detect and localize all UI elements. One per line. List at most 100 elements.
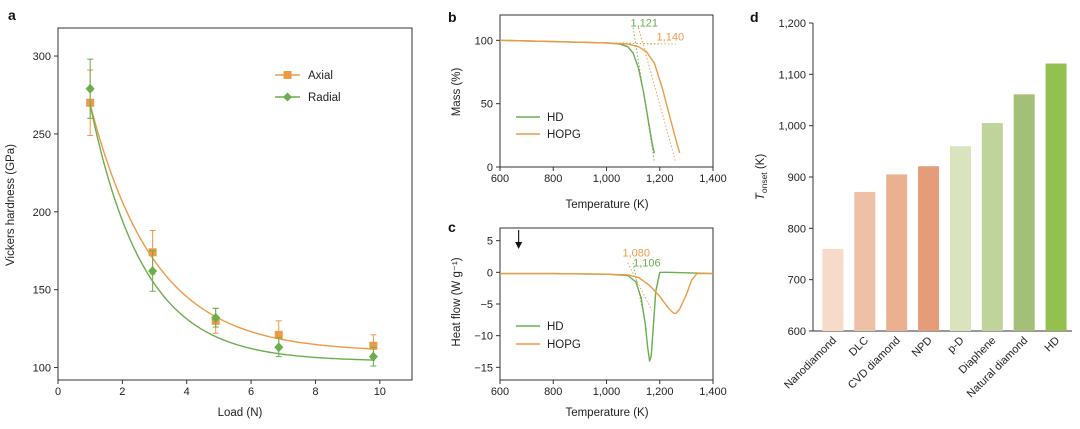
panel-c-xtick-label: 800: [544, 386, 562, 398]
panel-d-ylabel-sub: onset: [759, 172, 769, 193]
panel-b-xtick-label: 1,400: [699, 173, 727, 185]
panel-d-ytick-label: 600: [788, 326, 806, 338]
panel-c-ytick-label: 0: [487, 267, 493, 279]
panel-a-fit-radial: [89, 104, 375, 361]
legend-hopg-label: HOPG: [547, 339, 581, 351]
panel-c-xtick-label: 1,000: [593, 386, 621, 398]
panel-c-frame: [499, 227, 714, 381]
panel-b-xtick-label: 1,000: [593, 173, 621, 185]
panel-a-point-radial: [85, 83, 95, 94]
legend-radial-label: Radial: [308, 92, 341, 104]
panel-c-onset-line: [627, 262, 653, 311]
bar-hd: [1045, 63, 1067, 331]
legend-hd-label: HD: [547, 321, 564, 333]
panel-c-series-hd: [500, 271, 714, 362]
bar-diaphene: [981, 123, 1003, 331]
panel-a-fit-axial: [89, 104, 376, 350]
panel-a-point-radial: [148, 265, 158, 276]
panel-a-xtick-label: 0: [55, 386, 61, 398]
panel-d-ylabel: Tonset (K): [755, 154, 769, 201]
panel-d-category-label: Natural diamond: [965, 335, 1031, 401]
panel-c-ytick-label: 5: [487, 236, 493, 248]
panel-c-ylabel: Heat flow (W g⁻¹): [451, 257, 463, 346]
panel-c-xtick-label: 600: [491, 386, 509, 398]
panel-d-ylabel-main: T: [755, 192, 767, 200]
panel-b-legend: HD HOPG: [516, 112, 581, 141]
panel-d-ytick-label: 900: [788, 172, 806, 184]
panel-c-xtick-label: 1,400: [699, 386, 727, 398]
panel-c-arrowhead-icon: [515, 242, 523, 249]
panel-a-xtick-label: 10: [374, 386, 386, 398]
bar-dlc: [854, 191, 876, 331]
panel-a-point-axial: [274, 330, 283, 339]
panel-c-ytick-label: −15: [474, 362, 493, 374]
panel-a-label: a: [8, 7, 16, 23]
panel-d-ytick-label: 1,100: [778, 69, 806, 81]
panel-a-point-radial: [274, 342, 284, 353]
panel-a-xtick-label: 8: [312, 386, 318, 398]
panel-d-ylabel-unit: (K): [755, 154, 767, 173]
hardness-vs-load-chart: Load (N) Vickers hardness (GPa) Axial Ra…: [5, 27, 413, 419]
panel-c-label: c: [448, 219, 456, 235]
onset-temperature-bar-chart: Tonset (K) 600 700 800 900 1,000 1,100 1,200 Na…: [755, 18, 1072, 400]
panel-b-ytick-label: 0: [487, 162, 493, 174]
panel-b-series-hopg: [499, 39, 681, 154]
panel-a-legend: Axial Radial: [275, 70, 341, 104]
panel-c-series-hopg: [500, 272, 713, 315]
panel-c-legend: HD HOPG: [516, 321, 581, 351]
panel-a-xtick-label: 4: [184, 386, 190, 398]
panel-a-point-axial: [369, 341, 378, 350]
bar-nanodiamond: [822, 248, 844, 331]
legend-axial-marker: [283, 71, 292, 79]
panel-b-label: b: [448, 9, 457, 25]
bar-cvd-diamond: [886, 174, 908, 331]
legend-axial-label: Axial: [308, 70, 333, 82]
panel-b-onset-line: [611, 42, 676, 45]
panel-c-onset-annotation: 1,080: [622, 248, 650, 260]
panel-a-xtick-label: 2: [119, 386, 125, 398]
panel-a-ytick-label: 250: [33, 129, 51, 141]
panel-d-ytick-label: 800: [788, 223, 806, 235]
legend-hopg-label: HOPG: [547, 129, 581, 141]
panel-c-onset-annotation: 1,106: [633, 258, 661, 270]
panel-a-ytick-label: 150: [33, 285, 51, 297]
mass-vs-temperature-chart: Temperature (K) Mass (%) HD HOPG 600 800 1…: [451, 14, 727, 211]
panel-a-ytick-label: 300: [33, 51, 51, 63]
legend-hd-label: HD: [547, 112, 564, 124]
panel-a-frame: [57, 27, 413, 381]
panel-d-category-label: DLC: [847, 335, 871, 359]
panel-b-onset-line: [638, 27, 677, 163]
panel-d-label: d: [750, 9, 759, 25]
panel-a-xtick-label: 6: [248, 386, 254, 398]
panel-b-onset-annotation: 1,140: [657, 31, 685, 43]
panel-b-xtick-label: 600: [491, 173, 509, 185]
panel-d-ytick-label: 1,200: [778, 18, 806, 30]
legend-radial-marker: [283, 92, 292, 102]
panel-b-ytick-label: 50: [481, 99, 493, 111]
bar-natural-diamond: [1013, 94, 1035, 331]
panel-b-xtick-label: 800: [544, 173, 562, 185]
panel-d-ytick-label: 700: [788, 275, 806, 287]
panel-a-xlabel: Load (N): [218, 407, 263, 419]
panel-d-category-label: HD: [1042, 335, 1062, 355]
panel-d-ytick-label: 1,000: [778, 121, 806, 133]
panel-a-ytick-label: 100: [33, 363, 51, 375]
panel-c-ytick-label: −5: [480, 299, 493, 311]
panel-c-xlabel: Temperature (K): [565, 407, 648, 419]
panel-b-ytick-label: 100: [475, 35, 493, 47]
panel-b-ylabel: Mass (%): [451, 68, 463, 117]
panel-c-ytick-label: −10: [474, 331, 493, 343]
panel-c-xtick-label: 1,200: [646, 386, 674, 398]
panel-d-category-label: Nanodiamond: [782, 335, 839, 392]
panel-a-ytick-label: 200: [33, 207, 51, 219]
panel-a-point-radial: [211, 312, 221, 323]
panel-d-category-label: NPD: [910, 335, 935, 360]
panel-d-category-label: p-D: [946, 335, 967, 356]
panel-a-ylabel: Vickers hardness (GPa): [5, 144, 17, 266]
bar-p-d: [949, 146, 971, 331]
panel-a-point-radial: [368, 351, 378, 362]
panel-b-xlabel: Temperature (K): [565, 199, 648, 211]
panel-b-xtick-label: 1,200: [646, 173, 674, 185]
bar-npd: [918, 166, 940, 331]
